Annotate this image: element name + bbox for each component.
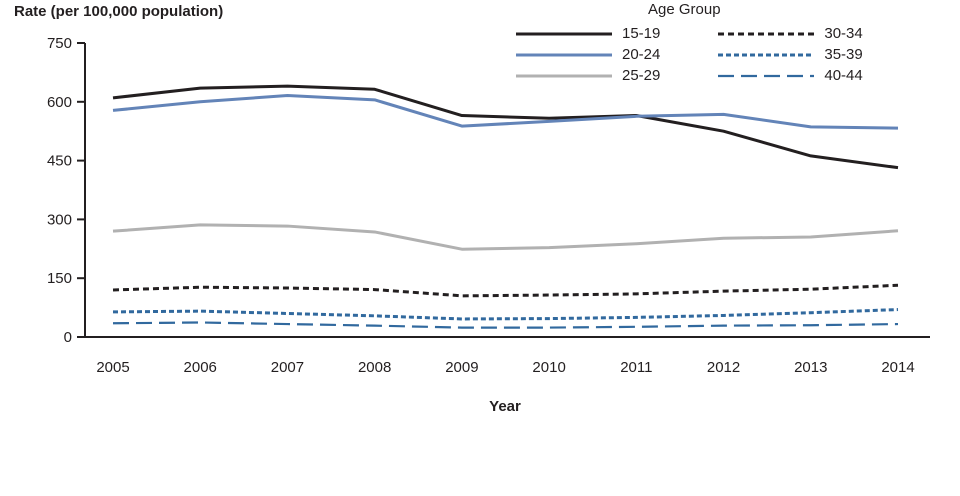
legend-title: Age Group [648,1,721,18]
legend-label: 40-44 [824,67,863,84]
legend-label: 25-29 [622,67,661,84]
x-tick-label: 2011 [620,359,652,376]
series-line-20-24 [112,94,899,130]
y-tick-label: 750 [47,35,72,52]
series-line-15-19 [112,84,899,170]
x-tick-label: 2010 [532,359,565,376]
y-tick-label: 0 [64,329,72,346]
x-axis-title: Year [489,398,521,415]
legend-item-40-44: 40-44 [718,65,863,86]
legend-line-swatch [718,74,815,77]
legend-line-swatch [718,53,815,56]
y-tick-label: 600 [47,94,72,111]
legend-line-swatch [516,53,612,56]
x-tick-label: 2012 [707,359,740,376]
legend-label: 30-34 [824,25,863,42]
series-line-40-44 [112,321,899,329]
legend-label: 35-39 [824,46,863,63]
legend-item-35-39: 35-39 [718,44,863,65]
y-tick-label: 300 [47,211,72,228]
legend-items: 15-19 20-24 25-29 30-34 35-39 40-44 [516,23,863,86]
y-tick-label: 150 [47,270,72,287]
line-chart: 0 150 300 450 600 750 2005 2006 2007 2008 2009 2010… [47,35,930,376]
legend-label: 15-19 [622,25,661,42]
x-tick-label: 2006 [184,359,217,376]
legend-item-30-34: 30-34 [718,23,863,44]
series-line-35-39 [112,308,899,321]
series-line-30-34 [112,283,899,298]
y-tick-label: 450 [47,153,72,170]
x-tick-label: 2014 [881,359,914,376]
legend-line-swatch [516,74,612,77]
legend-line-swatch [516,32,612,35]
x-tick-label: 2008 [358,359,391,376]
x-tick-label: 2005 [96,359,129,376]
x-tick-label: 2007 [271,359,304,376]
x-tick-label: 2013 [794,359,827,376]
series-line-25-29 [112,223,899,251]
legend-line-swatch [718,32,815,35]
y-axis-title: Rate (per 100,000 population) [14,3,224,20]
x-tick-label: 2009 [445,359,478,376]
legend-item-25-29: 25-29 [516,65,660,86]
legend-label: 20-24 [622,46,661,63]
legend: Age Group 15-19 20-24 25-29 30-34 35-39 40-44 [516,1,863,86]
legend-item-20-24: 20-24 [516,44,660,65]
legend-item-15-19: 15-19 [516,23,660,44]
